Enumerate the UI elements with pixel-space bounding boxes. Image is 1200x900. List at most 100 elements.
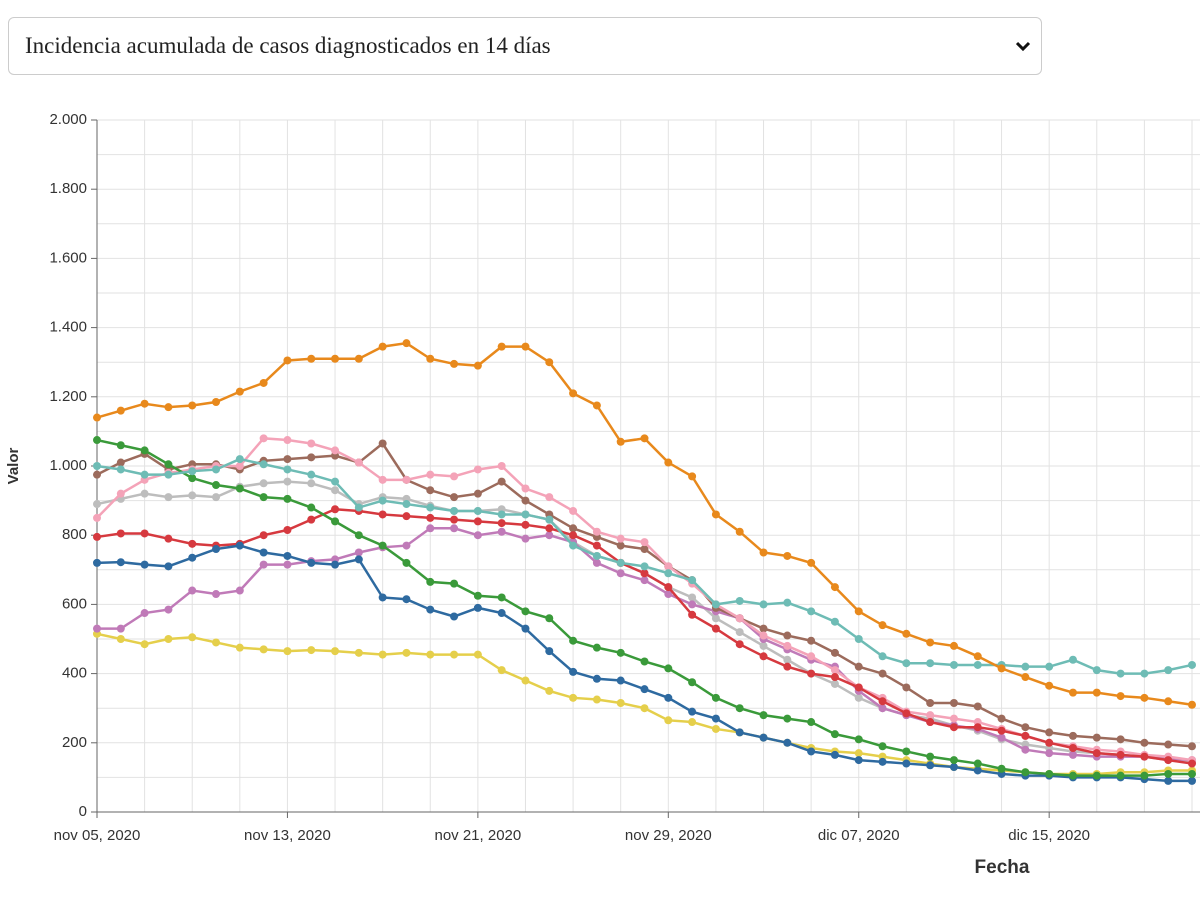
data-point [188,467,197,476]
data-point [664,693,673,702]
data-point [378,541,387,550]
data-point [116,465,125,474]
data-point [283,560,292,569]
data-point [1164,756,1173,765]
data-point [283,465,292,474]
data-point [1021,673,1030,682]
data-point [450,612,459,621]
y-tick-label: 800 [62,526,87,543]
data-point [616,648,625,657]
x-tick-label: dic 07, 2020 [818,827,900,844]
data-point [212,493,221,502]
data-point [616,437,625,446]
data-point [545,358,554,367]
data-point [807,747,816,756]
data-point [711,614,720,623]
data-point [473,650,482,659]
data-point [1045,681,1054,690]
data-point [378,650,387,659]
data-point [450,650,459,659]
data-point [212,638,221,647]
data-point [450,515,459,524]
data-point [426,513,435,522]
data-point [116,529,125,538]
data-point [830,679,839,688]
data-point [378,439,387,448]
data-point [1045,769,1054,778]
data-point [1068,743,1077,752]
indicator-select[interactable]: Incidencia acumulada de casos diagnostic… [8,17,1042,75]
data-point [902,683,911,692]
data-point [640,704,649,713]
data-point [592,558,601,567]
data-point [116,441,125,450]
data-point [1188,776,1196,785]
data-point [664,583,673,592]
data-point [450,472,459,481]
data-point [569,531,578,540]
data-point [1164,697,1173,706]
data-point [1092,749,1101,758]
data-point [497,510,506,519]
data-point [473,603,482,612]
data-point [235,484,244,493]
data-point [1188,742,1196,751]
data-point [854,693,863,702]
data-point [973,660,982,669]
data-point [521,496,530,505]
data-point [1188,759,1196,768]
data-point [450,493,459,502]
grid: 0 200 400 600 800 1.000 1.200 1.400 1.600 1.800 2.… [49,111,1200,844]
data-point [188,586,197,595]
chevron [1015,41,1031,52]
data-point [569,389,578,398]
data-point [212,481,221,490]
data-point [1116,669,1125,678]
data-point [497,527,506,536]
data-point [235,643,244,652]
data-point [164,562,173,571]
data-point [926,659,935,668]
data-point [688,576,697,585]
data-point [926,711,935,720]
data-point [830,750,839,759]
data-point [854,749,863,758]
data-point [830,617,839,626]
data-point [473,361,482,370]
data-point [1068,750,1077,759]
data-point [830,583,839,592]
data-point [473,506,482,515]
data-point [164,470,173,479]
data-point [997,733,1006,742]
data-point [473,531,482,540]
data-point [116,624,125,633]
data-point [545,524,554,533]
data-point [759,711,768,720]
data-point [973,766,982,775]
data-point [616,569,625,578]
data-point [116,635,125,643]
data-point [1045,749,1054,758]
data-point [688,593,697,602]
data-point [140,446,149,455]
data-point [378,475,387,484]
data-point [402,475,411,484]
data-point [569,524,578,533]
data-point [331,647,340,656]
select-label: Incidencia acumulada de casos diagnostic… [25,33,551,58]
data-point [759,600,768,609]
data-point [616,558,625,567]
data-point [426,577,435,586]
data-point [473,489,482,498]
data-point [259,479,268,488]
data-point [1068,655,1077,664]
data-point [235,387,244,396]
y-tick-label: 1.600 [49,249,87,266]
data-point [973,652,982,661]
data-point [93,624,101,633]
data-point [1068,731,1077,740]
data-point [569,636,578,645]
data-point [545,515,554,524]
data-point [450,524,459,533]
